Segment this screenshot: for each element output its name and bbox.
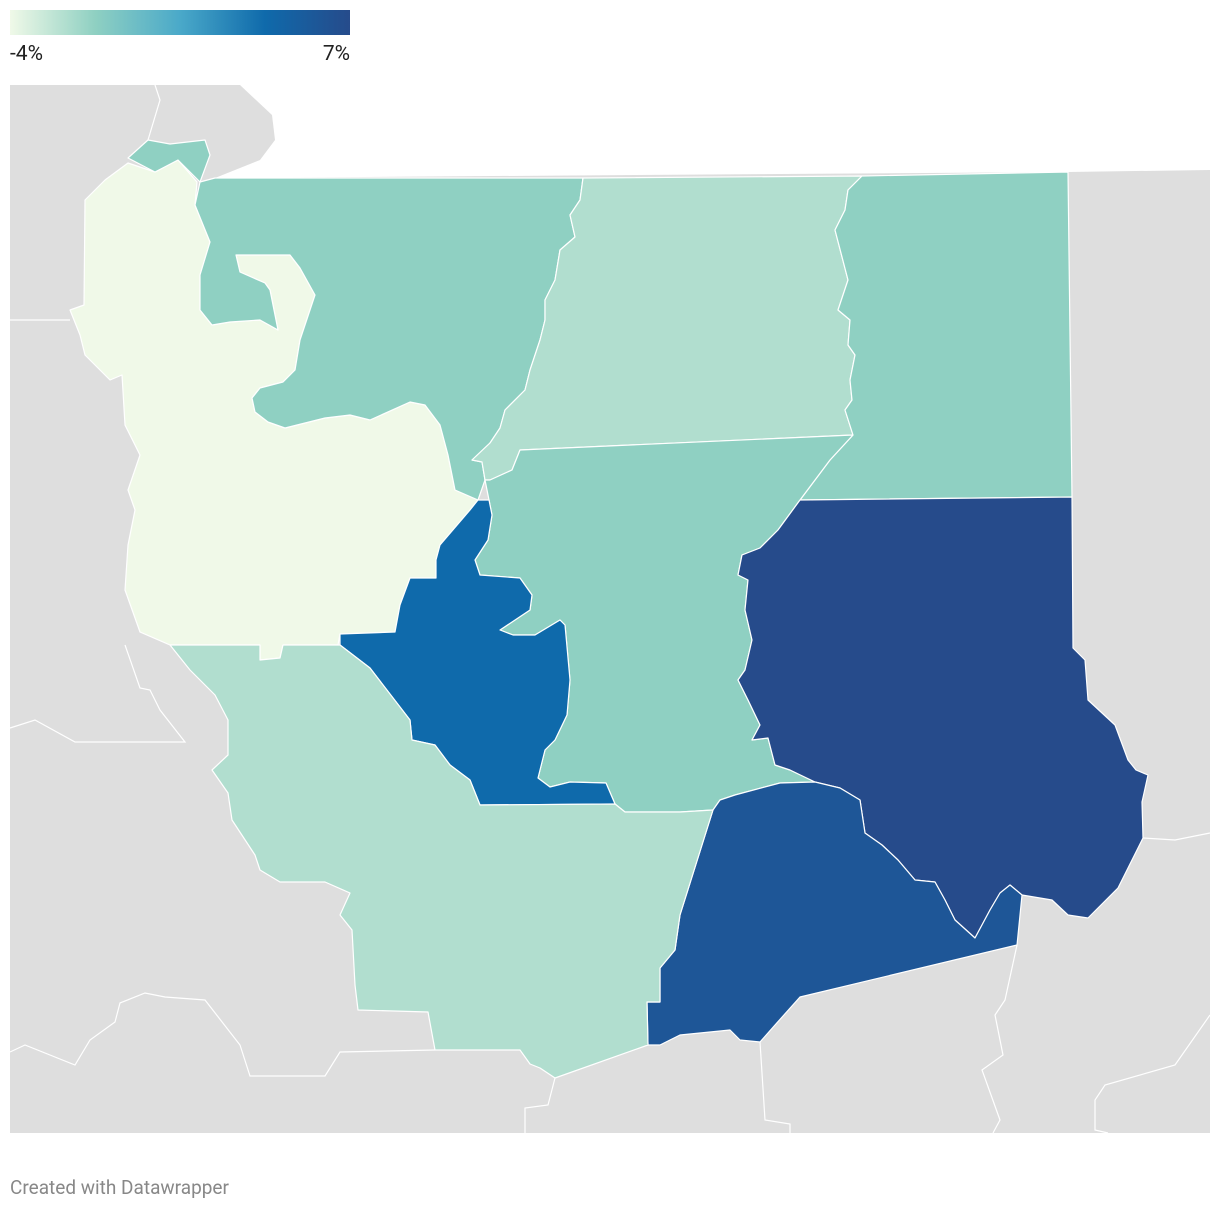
region [339, 499, 616, 806]
border [1142, 832, 1211, 841]
border [9, 644, 187, 743]
border [524, 1077, 556, 1133]
border [759, 1041, 791, 1133]
legend-max-label: 7% [323, 42, 350, 66]
legend-gradient [10, 10, 350, 35]
regions [69, 139, 1149, 1079]
legend-min-label: -4% [10, 42, 43, 66]
region [127, 139, 211, 183]
region [169, 644, 714, 1079]
border [147, 84, 161, 141]
border [981, 944, 1018, 1134]
border [1094, 1014, 1211, 1134]
footer-credit: Created with Datawrapper [10, 1176, 229, 1199]
border [9, 992, 436, 1077]
